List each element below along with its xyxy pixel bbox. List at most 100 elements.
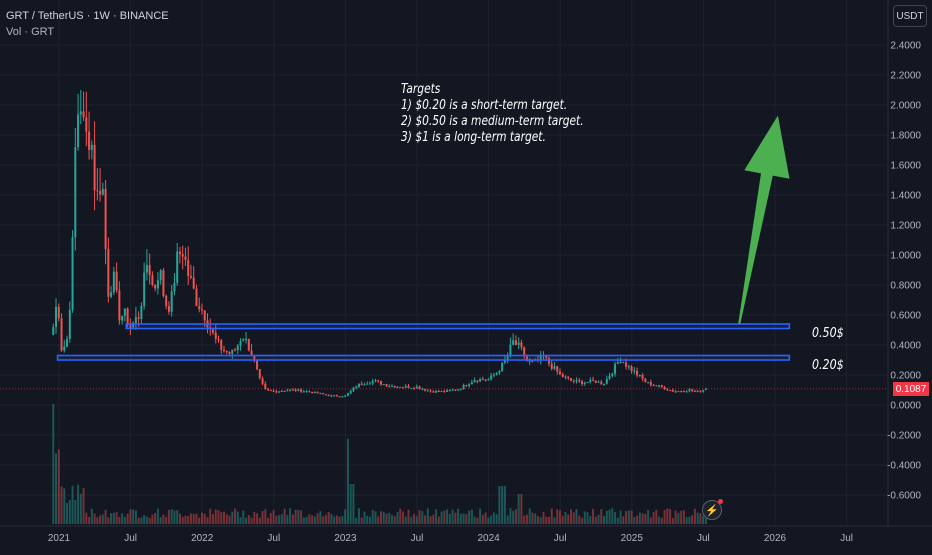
candle-body: [594, 380, 597, 383]
candle-body: [685, 391, 688, 393]
candle-body: [658, 385, 661, 387]
volume-bar: [473, 516, 476, 524]
candle-body: [677, 391, 680, 393]
candle-body: [688, 389, 691, 392]
volume-bar: [327, 511, 330, 524]
candle-body: [90, 144, 93, 150]
volume-bar: [575, 509, 578, 524]
targets-annotation[interactable]: Targets 1) $0.20 is a short-term target.…: [401, 82, 624, 146]
volume-bar: [195, 513, 198, 524]
candle-body: [225, 350, 228, 352]
candle-body: [231, 349, 234, 354]
volume-bar: [159, 517, 162, 524]
volume-bar: [371, 509, 374, 524]
lightning-icon[interactable]: ⚡: [702, 499, 723, 520]
candle-body: [297, 389, 300, 391]
volume-bar: [217, 510, 220, 524]
volume-bar: [556, 509, 559, 524]
candle-body: [250, 350, 253, 357]
candle-body: [145, 265, 148, 273]
volume-bar: [234, 508, 237, 524]
candle-body: [275, 391, 278, 393]
candle-body: [614, 363, 617, 374]
candle-body: [385, 384, 388, 387]
volume-bar: [225, 514, 228, 524]
candle-body: [663, 387, 666, 390]
candle-body: [660, 385, 663, 388]
volume-bar: [605, 510, 608, 524]
volume-bar: [206, 517, 209, 524]
symbol-legend[interactable]: GRT / TetherUS · 1W · BINANCE: [6, 10, 169, 22]
candle-body: [211, 329, 214, 333]
volume-bar: [402, 511, 405, 524]
volume-bar: [655, 509, 658, 524]
y-tick-label: 0.4000: [890, 341, 921, 352]
candle-body: [647, 381, 650, 383]
candle-body: [454, 389, 457, 391]
volume-bar: [625, 511, 628, 524]
green-arrow-icon: [738, 115, 790, 325]
volume-bar: [203, 513, 206, 524]
candle-body: [426, 390, 429, 392]
candle-body: [432, 391, 435, 393]
volume-bar: [547, 516, 550, 524]
volume-legend[interactable]: Vol · GRT: [6, 26, 55, 38]
price-unit-button[interactable]: USDT: [893, 5, 927, 27]
candle-body: [523, 347, 526, 357]
candle-body: [407, 386, 410, 389]
volume-bar: [258, 517, 261, 524]
candle-body: [680, 391, 683, 393]
volume-bar: [184, 515, 187, 524]
volume-bar: [66, 503, 69, 524]
candle-body: [77, 114, 80, 148]
volume-bar: [415, 516, 418, 524]
candle-body: [71, 237, 74, 310]
volume-bar: [545, 516, 548, 524]
candle-body: [129, 324, 132, 328]
candle-body: [437, 390, 440, 392]
candle-body: [107, 248, 110, 297]
volume-bar: [523, 515, 526, 524]
candle-body: [550, 363, 553, 369]
candle-body: [669, 390, 672, 392]
volume-bar: [550, 508, 553, 524]
volume-bar: [437, 516, 440, 524]
candle-body: [316, 391, 319, 394]
candle-body: [357, 383, 360, 387]
candle-body: [382, 384, 385, 386]
volume-bar: [608, 509, 611, 524]
volume-bar: [269, 512, 272, 524]
target-zone: [56, 354, 791, 361]
volume-bar: [446, 509, 449, 524]
volume-bar: [165, 516, 168, 524]
volume-bar: [148, 517, 151, 524]
volume-bar: [272, 510, 275, 524]
candle-body: [308, 391, 311, 393]
volume-bar: [492, 512, 495, 524]
candle-body: [247, 338, 250, 351]
volume-bar: [236, 511, 239, 524]
volume-bar: [484, 512, 487, 524]
candle-body: [429, 390, 432, 392]
candle-body: [649, 381, 652, 386]
y-tick-label: -0.4000: [887, 461, 921, 472]
candle-body: [556, 366, 559, 372]
y-tick-label: 0.8000: [890, 281, 921, 292]
candle-body: [140, 305, 143, 319]
candle-body: [134, 317, 137, 323]
volume-bar: [57, 449, 60, 524]
candle-body: [608, 375, 611, 379]
volume-bar: [115, 512, 118, 524]
candle-body: [198, 306, 201, 310]
volume-bar: [209, 508, 212, 524]
candle-body: [261, 378, 264, 384]
candle-body: [636, 370, 639, 376]
volume-bar: [121, 513, 124, 524]
candle-body: [616, 362, 619, 364]
volume-bar: [319, 511, 322, 524]
candle-body: [377, 380, 380, 382]
candle-body: [644, 378, 647, 383]
x-tick-label: 2024: [477, 533, 500, 544]
